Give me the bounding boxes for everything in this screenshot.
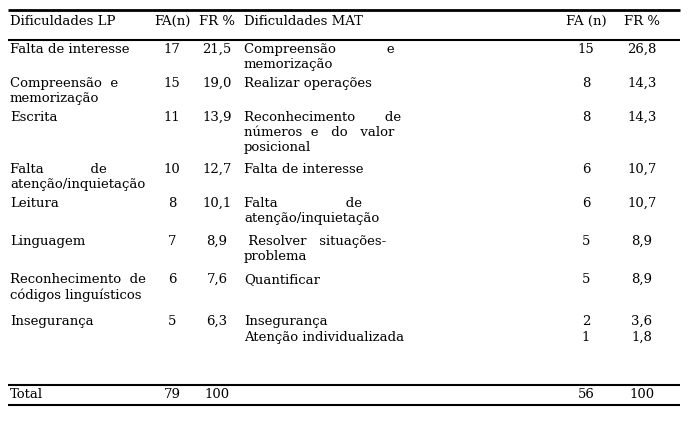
Text: 26,8: 26,8 bbox=[627, 43, 656, 56]
Text: 8: 8 bbox=[582, 111, 590, 124]
Text: 79: 79 bbox=[164, 388, 180, 401]
Text: 5: 5 bbox=[582, 273, 590, 286]
Text: 21,5: 21,5 bbox=[202, 43, 232, 56]
Text: 5: 5 bbox=[582, 235, 590, 248]
Text: 6: 6 bbox=[582, 163, 590, 176]
Text: 14,3: 14,3 bbox=[627, 77, 656, 90]
Text: 6: 6 bbox=[582, 197, 590, 210]
Text: FR %: FR % bbox=[199, 15, 235, 28]
Text: Falta           de
atenção/inquietação: Falta de atenção/inquietação bbox=[10, 163, 145, 191]
Text: 2: 2 bbox=[582, 315, 590, 328]
Text: Falta                de
atenção/inquietação: Falta de atenção/inquietação bbox=[244, 197, 379, 225]
Text: 8,9: 8,9 bbox=[632, 273, 652, 286]
Text: Linguagem: Linguagem bbox=[10, 235, 85, 248]
Text: 15: 15 bbox=[578, 43, 594, 56]
Text: FR %: FR % bbox=[624, 15, 660, 28]
Text: FA (n): FA (n) bbox=[566, 15, 606, 28]
Text: 8: 8 bbox=[168, 197, 176, 210]
Text: Total: Total bbox=[10, 388, 43, 401]
Text: 3,6: 3,6 bbox=[632, 315, 652, 328]
Text: Realizar operações: Realizar operações bbox=[244, 77, 372, 90]
Text: 8: 8 bbox=[582, 77, 590, 90]
Text: 13,9: 13,9 bbox=[202, 111, 232, 124]
Text: Reconhecimento       de
números  e   do   valor
posicional: Reconhecimento de números e do valor pos… bbox=[244, 111, 401, 154]
Text: Compreensão  e
memorização: Compreensão e memorização bbox=[10, 77, 118, 105]
Text: 10,7: 10,7 bbox=[627, 197, 656, 210]
Text: 6,3: 6,3 bbox=[206, 315, 228, 328]
Text: Falta de interesse: Falta de interesse bbox=[10, 43, 129, 56]
Text: 1: 1 bbox=[582, 331, 590, 344]
Text: 7: 7 bbox=[168, 235, 176, 248]
Text: 12,7: 12,7 bbox=[202, 163, 232, 176]
Text: 15: 15 bbox=[164, 77, 180, 90]
Text: 10: 10 bbox=[164, 163, 180, 176]
Text: 100: 100 bbox=[630, 388, 654, 401]
Text: Reconhecimento  de
códigos linguísticos: Reconhecimento de códigos linguísticos bbox=[10, 273, 146, 302]
Text: Atenção individualizada: Atenção individualizada bbox=[244, 331, 404, 344]
Text: 1,8: 1,8 bbox=[632, 331, 652, 344]
Text: Insegurança: Insegurança bbox=[244, 315, 327, 328]
Text: 8,9: 8,9 bbox=[206, 235, 228, 248]
Text: Quantificar: Quantificar bbox=[244, 273, 320, 316]
Text: Leitura: Leitura bbox=[10, 197, 59, 210]
Text: Dificuldades MAT: Dificuldades MAT bbox=[244, 15, 363, 28]
Text: 14,3: 14,3 bbox=[627, 111, 656, 124]
Text: 11: 11 bbox=[164, 111, 180, 124]
Text: 17: 17 bbox=[164, 43, 180, 56]
Text: 7,6: 7,6 bbox=[206, 273, 228, 286]
Text: Resolver   situações-
problema: Resolver situações- problema bbox=[244, 235, 386, 263]
Text: 10,7: 10,7 bbox=[627, 163, 656, 176]
Text: Falta de interesse: Falta de interesse bbox=[244, 163, 363, 176]
Text: 10,1: 10,1 bbox=[202, 197, 232, 210]
Text: Insegurança: Insegurança bbox=[10, 315, 94, 328]
Text: Compreensão            e
memorização: Compreensão e memorização bbox=[244, 43, 395, 71]
Text: Escrita: Escrita bbox=[10, 111, 58, 124]
Text: 56: 56 bbox=[577, 388, 594, 401]
Text: 8,9: 8,9 bbox=[632, 235, 652, 248]
Text: FA(n): FA(n) bbox=[154, 15, 190, 28]
Text: Dificuldades LP: Dificuldades LP bbox=[10, 15, 116, 28]
Text: 100: 100 bbox=[204, 388, 230, 401]
Text: 5: 5 bbox=[168, 315, 176, 328]
Text: 6: 6 bbox=[168, 273, 176, 286]
Text: 19,0: 19,0 bbox=[202, 77, 232, 90]
